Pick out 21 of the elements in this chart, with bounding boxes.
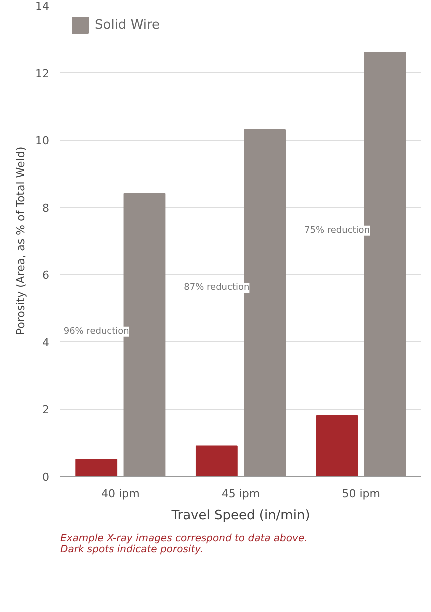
bar (76, 459, 118, 476)
x-tick-label: 40 ipm (102, 488, 140, 500)
y-tick-label: 2 (42, 404, 50, 417)
y-tick-label: 12 (36, 67, 50, 80)
x-axis-title: Travel Speed (in/min) (170, 508, 310, 524)
annotation: 96% reduction (64, 326, 130, 337)
legend-label: Solid Wire (95, 18, 160, 32)
annotation: 87% reduction (184, 283, 250, 294)
y-axis-title: Porosity (Area, as % of Total Weld) (14, 146, 28, 336)
y-tick-label: 6 (42, 269, 50, 282)
text: Example X-ray images correspond to data above. Dark spots indicate porosity. (60, 534, 308, 556)
annotation: 75% reduction (304, 226, 370, 236)
y-tick-label: 0 (42, 471, 50, 484)
y-tick-label: 14 (36, 0, 50, 13)
y-tick-label: 10 (36, 134, 50, 148)
x-tick-label: 50 ipm (342, 488, 380, 500)
bar (316, 415, 358, 476)
bar (196, 446, 238, 476)
y-tick-label: 4 (42, 336, 50, 350)
y-tick-label: 8 (42, 202, 50, 215)
x-tick-label: 45 ipm (222, 488, 260, 500)
